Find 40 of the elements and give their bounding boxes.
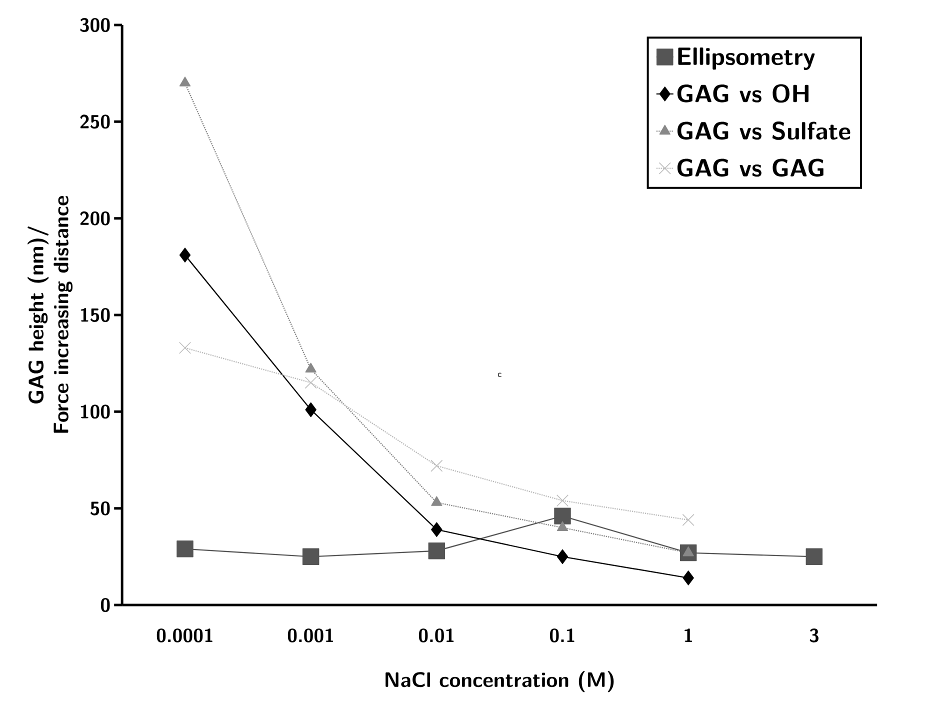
point: [179, 76, 191, 86]
point: [682, 514, 694, 526]
y-tick-label: 200: [80, 211, 110, 226]
point: [305, 402, 316, 418]
y-tick-label: 250: [80, 114, 110, 129]
x-tick-label: 0.01: [418, 628, 454, 642]
y-tick-label: 50: [90, 501, 110, 516]
point: [431, 522, 442, 537]
y-tick-label: 100: [80, 404, 110, 419]
x-tick-label: 0.1: [550, 628, 574, 642]
point: [556, 549, 568, 564]
point: [682, 546, 694, 556]
point: [431, 496, 442, 506]
point: [556, 494, 569, 507]
point: [806, 548, 823, 566]
point: [556, 521, 568, 532]
x-tick-label: 0.001: [288, 628, 334, 642]
y-tick-label: 150: [80, 308, 110, 322]
point: [554, 508, 571, 524]
point: [304, 376, 317, 389]
y-axis-title: GAG height (nm)/ Force increasing distance: [28, 196, 73, 433]
x-axis-title: NaCl concentration (M): [386, 671, 614, 692]
y-tick-label: 300: [80, 18, 110, 32]
legend-label: Ellipsometry: [678, 48, 815, 70]
annotation: c: [498, 372, 502, 378]
point: [178, 342, 192, 354]
y-tick-label: 0: [100, 598, 110, 612]
point: [179, 248, 191, 262]
point: [682, 570, 694, 586]
legend-label: GAG vs GAG: [678, 158, 824, 177]
point: [430, 460, 443, 472]
x-tick-label: 0.0001: [156, 628, 212, 642]
point: [428, 542, 446, 560]
x-tick-label: 1: [684, 628, 692, 642]
point: [302, 548, 320, 566]
legend-label: GAG vs Sulfate: [678, 122, 850, 140]
point: [176, 540, 194, 558]
legend-label: GAG vs OH: [678, 84, 808, 103]
x-tick-label: 3: [810, 628, 818, 642]
point: [305, 362, 316, 373]
